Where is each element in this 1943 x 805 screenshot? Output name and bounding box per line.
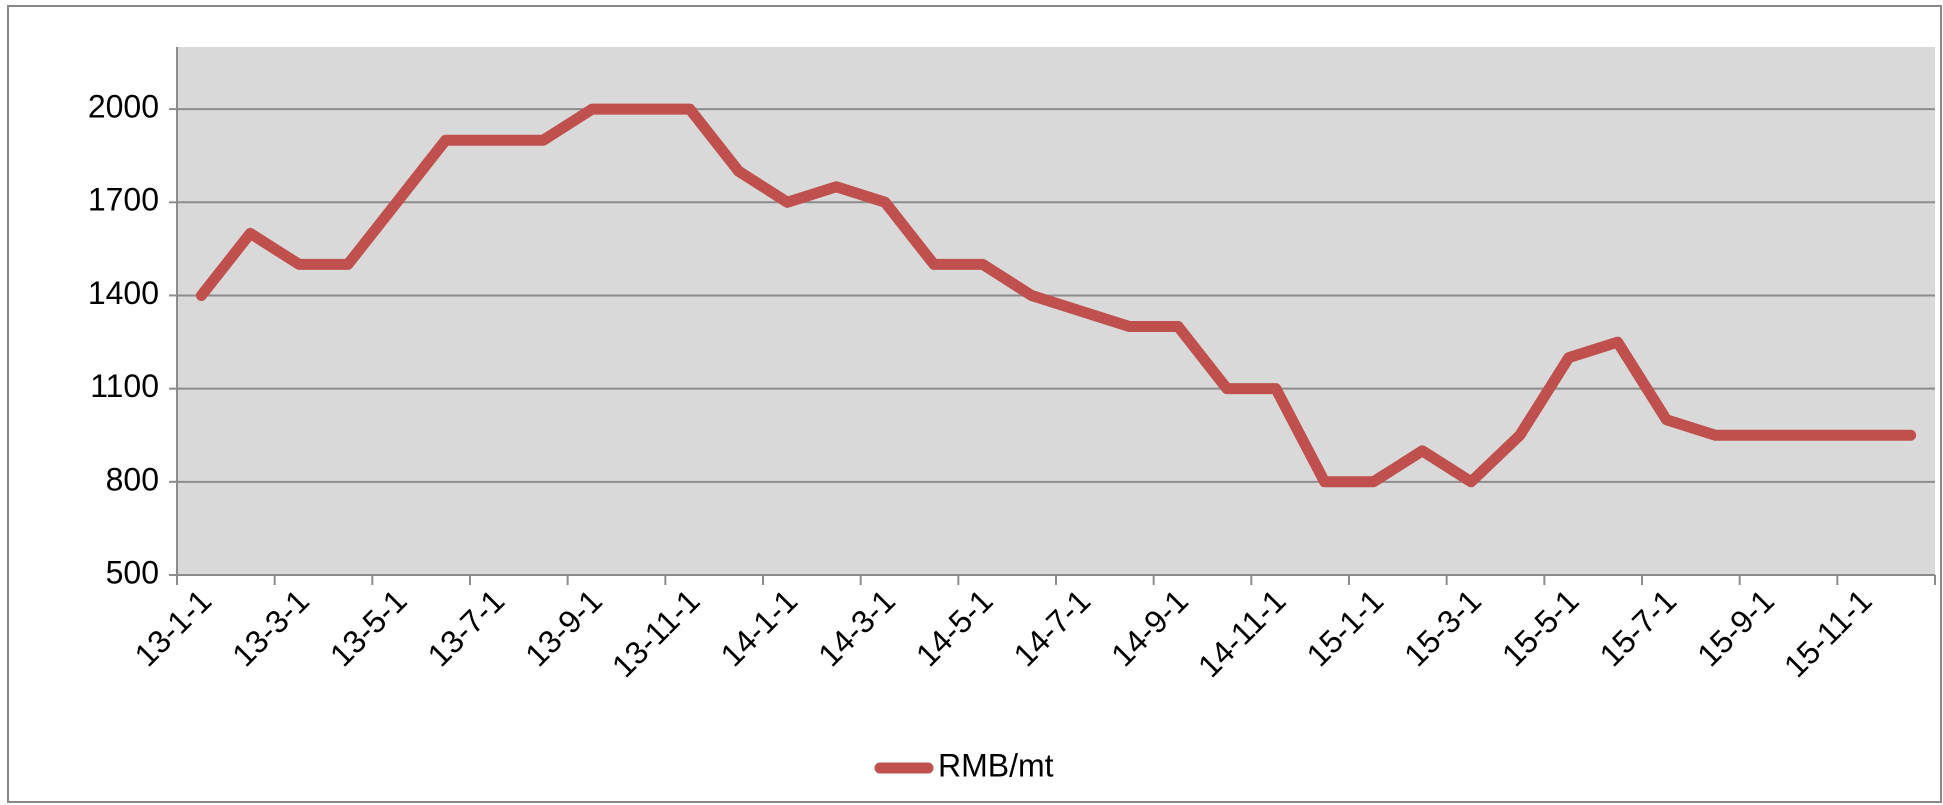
y-tick-label: 1700 bbox=[88, 182, 159, 218]
legend-label: RMB/mt bbox=[938, 747, 1054, 783]
y-tick-label: 800 bbox=[106, 461, 159, 497]
line-series bbox=[195, 103, 1917, 488]
plot-area bbox=[177, 47, 1935, 575]
y-tick-label: 1100 bbox=[90, 368, 159, 404]
y-tick-label: 1400 bbox=[88, 275, 159, 311]
y-tick-label: 2000 bbox=[88, 89, 159, 125]
y-tick-label: 500 bbox=[106, 554, 159, 590]
